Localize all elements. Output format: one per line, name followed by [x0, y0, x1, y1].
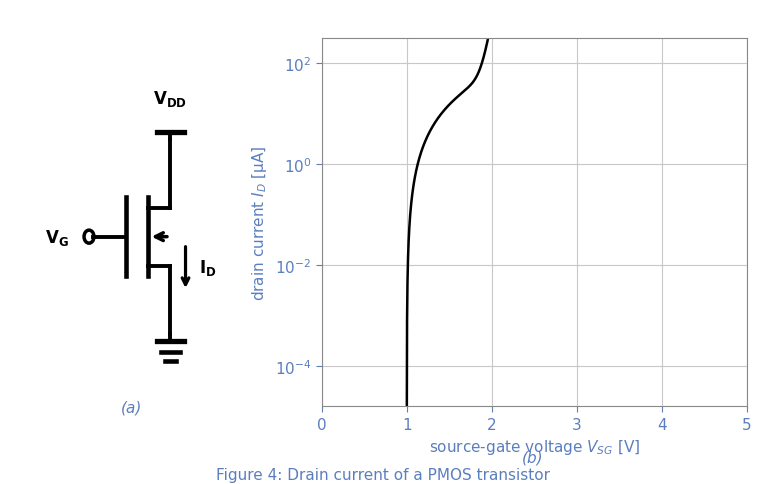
Text: (b): (b) — [522, 450, 543, 465]
Y-axis label: drain current $I_D$ [μA]: drain current $I_D$ [μA] — [250, 145, 269, 300]
Text: (a): (a) — [121, 399, 142, 414]
Text: Figure 4: Drain current of a PMOS transistor: Figure 4: Drain current of a PMOS transi… — [216, 467, 550, 482]
Text: $\mathbf{V_G}$: $\mathbf{V_G}$ — [44, 227, 68, 247]
Text: $\mathbf{I_D}$: $\mathbf{I_D}$ — [199, 258, 217, 278]
Text: $\mathbf{V_{DD}}$: $\mathbf{V_{DD}}$ — [153, 89, 187, 109]
X-axis label: source-gate voltage $V_{SG}$ [V]: source-gate voltage $V_{SG}$ [V] — [429, 438, 640, 456]
